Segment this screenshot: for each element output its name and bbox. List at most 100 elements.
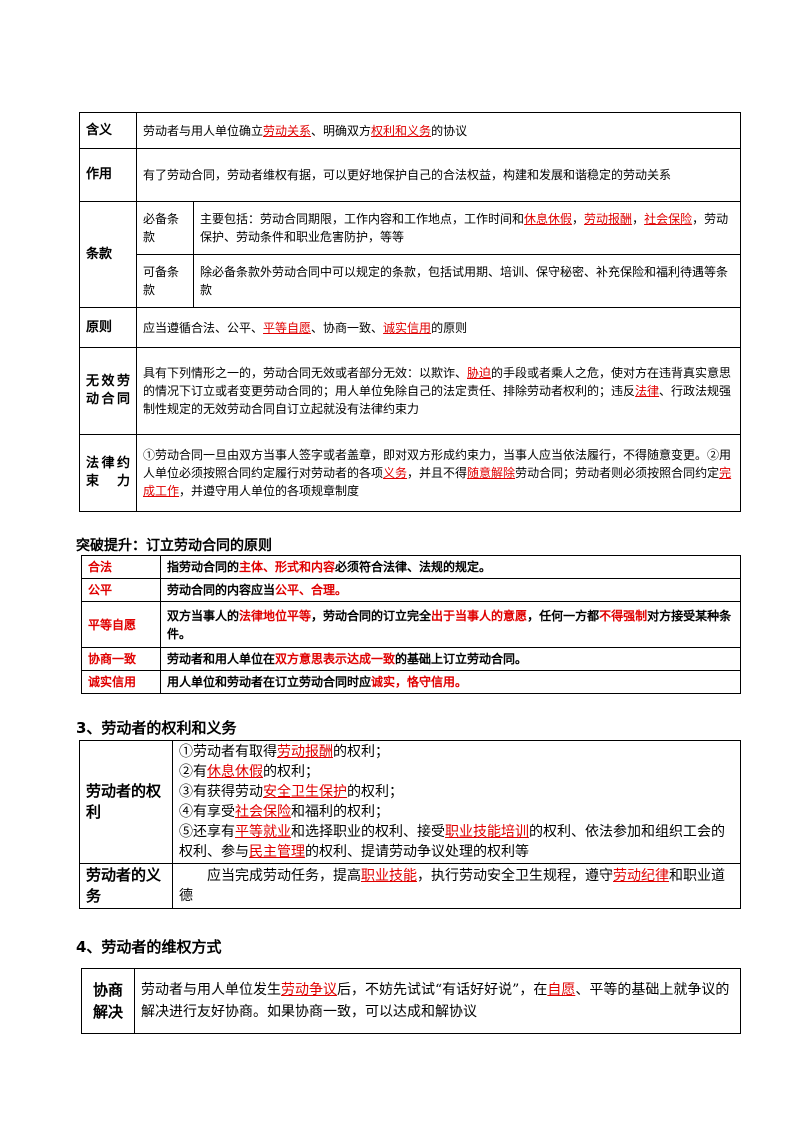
text-seg: ①劳动合同一旦由双方当事人签字或者盖章，即对双方形成约束力，当事人应当依法履行，…	[143, 448, 732, 480]
text-seg: 后，不妨先试试“有话好好说”，在	[337, 982, 548, 998]
principle-row-consensus: 协商一致 劳动者和用人单位在双方意思表示达成一致的基础上订立劳动合同。	[81, 647, 741, 671]
clauses-optional-row: 可备条款 除必备条款外劳动合同中可以规定的条款，包括试用期、培训、保守秘密、补充…	[80, 254, 741, 308]
invalid-row: 无效劳动合同 具有下列情形之一的，劳动合同无效或者部分无效：以欺诈、胁迫的手段或…	[79, 347, 741, 435]
keyword: 社会保险	[235, 804, 291, 820]
text-seg: ，并遵守用人单位的各项规章制度	[179, 484, 360, 498]
keyword: 社会保险	[644, 212, 693, 226]
invalid-label: 无效劳动合同	[79, 347, 137, 435]
text-seg: 的权利；	[347, 784, 403, 800]
text-seg: 应当遵循合法、公平、	[143, 320, 264, 335]
rights-row: 劳动者的权利 ①劳动者有取得劳动报酬的权利； ②有休息休假的权利； ③有获得劳动…	[79, 740, 741, 864]
optional-clauses-label: 可备条款	[136, 254, 194, 308]
negotiation-table: 协商解决 劳动者与用人单位发生劳动争议后，不妨先试试“有话好好说”，在自愿、平等…	[81, 968, 741, 1034]
keyword: 主体、形式和内容	[239, 560, 336, 574]
keyword: 劳动关系	[263, 123, 312, 138]
keyword: 诚实，恪守信用。	[371, 675, 468, 689]
keyword: 法律地位平等	[239, 608, 312, 623]
principle-legal-text: 指劳动合同的主体、形式和内容必须符合法律、法规的规定。	[160, 555, 741, 579]
keyword: 职业技能培训	[445, 824, 529, 840]
principle-honesty-text: 用人单位和劳动者在订立劳动合同时应诚实，恪守信用。	[160, 670, 741, 694]
text-seg: ，并且不得	[407, 466, 468, 480]
principle-row-legal: 合法 指劳动合同的主体、形式和内容必须符合法律、法规的规定。	[81, 555, 741, 579]
keyword: 劳动纪律	[613, 868, 669, 884]
keyword: 胁迫	[467, 366, 492, 380]
principle-row-honesty: 诚实信用 用人单位和劳动者在订立劳动合同时应诚实，恪守信用。	[81, 670, 741, 694]
text-seg: ①劳动者有取得	[179, 744, 277, 760]
principles-table: 合法 指劳动合同的主体、形式和内容必须符合法律、法规的规定。 公平 劳动合同的内…	[81, 555, 741, 694]
breakthrough-title: 突破提升：订立劳动合同的原则	[76, 538, 272, 554]
principle-fair-text: 劳动合同的内容应当公平、合理。	[160, 578, 741, 602]
principle-row-fair: 公平 劳动合同的内容应当公平、合理。	[81, 578, 741, 602]
text-seg: ⑤还享有	[179, 824, 235, 840]
text-seg: 和职业道德	[179, 868, 725, 904]
keyword: 民主管理	[249, 844, 305, 860]
principle-legal-label: 合法	[81, 555, 161, 579]
principle-text: 应当遵循合法、公平、平等自愿、协商一致、诚实信用的原则	[136, 307, 741, 348]
keyword: 双方意思表示达成一致	[275, 652, 396, 666]
function-text: 有了劳动合同，劳动者维权有据，可以更好地保护自己的合法权益，构建和发展和谐稳定的…	[136, 148, 741, 202]
rights-duties-table: 劳动者的权利 ①劳动者有取得劳动报酬的权利； ②有休息休假的权利； ③有获得劳动…	[79, 740, 741, 909]
principle-equal-label: 平等自愿	[81, 601, 161, 648]
text-seg: 主要包括：劳动合同期限，工作内容和工作地点，工作时间和	[200, 212, 525, 226]
binding-text: ①劳动合同一旦由双方当事人签字或者盖章，即对双方形成约束力，当事人应当依法履行，…	[136, 434, 741, 512]
text-seg: 的权利；	[333, 744, 389, 760]
rights-item: ①劳动者有取得劳动报酬的权利；	[179, 742, 734, 762]
principle-equal-text: 双方当事人的法律地位平等，劳动合同的订立完全出于当事人的意愿，任何一方都不得强制…	[160, 601, 741, 648]
text-seg: 的基础上订立劳动合同。	[395, 652, 528, 666]
text-seg: 和福利的权利；	[291, 804, 389, 820]
principle-label: 原则	[79, 307, 137, 348]
principle-row-equal: 平等自愿 双方当事人的法律地位平等，劳动合同的订立完全出于当事人的意愿，任何一方…	[81, 601, 741, 648]
text-seg: 对方接受某种条件。	[167, 608, 732, 641]
keyword: 义务	[383, 466, 408, 480]
function-row: 作用 有了劳动合同，劳动者维权有据，可以更好地保护自己的合法权益，构建和发展和谐…	[79, 148, 741, 202]
function-label: 作用	[79, 148, 137, 202]
text-seg: 用人单位和劳动者在订立劳动合同时应	[167, 675, 372, 689]
keyword: 劳动报酬	[277, 744, 333, 760]
negotiation-label: 协商解决	[81, 968, 135, 1034]
keyword: 劳动争议	[281, 982, 337, 998]
keyword: 平等就业	[235, 824, 291, 840]
text-seg: ，	[572, 212, 585, 226]
clauses-label: 条款	[79, 201, 137, 308]
binding-label: 法律约束力	[79, 434, 137, 512]
text-seg: 劳动合同的内容应当	[167, 583, 276, 597]
required-clauses-label: 必备条款	[136, 201, 194, 255]
text-seg: 劳动者与用人单位确立	[143, 123, 264, 138]
keyword: 出于当事人的意愿	[431, 608, 528, 623]
text-seg: ④有享受	[179, 804, 235, 820]
keyword: 权利和义务	[371, 123, 432, 138]
text-seg: 、行政法规强制性规定的无效劳动合同自订立起就没有法律约束力	[143, 384, 732, 416]
duties-row: 劳动者的义务 应当完成劳动任务，提高职业技能，执行劳动安全卫生规程，遵守劳动纪律…	[79, 863, 741, 909]
keyword: 劳动报酬	[584, 212, 633, 226]
negotiation-row: 协商解决 劳动者与用人单位发生劳动争议后，不妨先试试“有话好好说”，在自愿、平等…	[81, 968, 741, 1034]
text-seg: 应当完成劳动任务，提高	[207, 868, 361, 884]
rights-item: ③有获得劳动安全卫生保护的权利；	[179, 782, 734, 802]
text-seg: ③有获得劳动	[179, 784, 263, 800]
meaning-label: 含义	[79, 112, 137, 149]
contract-table: 含义 劳动者与用人单位确立劳动关系、明确双方权利和义务的协议 作用 有了劳动合同…	[79, 112, 741, 512]
binding-row: 法律约束力 ①劳动合同一旦由双方当事人签字或者盖章，即对双方形成约束力，当事人应…	[79, 434, 741, 512]
keyword: 不得强制	[599, 608, 648, 623]
text-seg: 指劳动合同的	[167, 560, 240, 574]
text-seg: 劳动者和用人单位在	[167, 652, 276, 666]
text-seg: 的原则	[431, 320, 468, 335]
principle-fair-label: 公平	[81, 578, 161, 602]
text-seg: 、协商一致、	[311, 320, 384, 335]
keyword: 平等自愿	[263, 320, 312, 335]
clauses-required-row: 条款 必备条款 主要包括：劳动合同期限，工作内容和工作地点，工作时间和休息休假，…	[79, 201, 741, 308]
principle-row: 原则 应当遵循合法、公平、平等自愿、协商一致、诚实信用的原则	[79, 307, 741, 348]
section3-title: 3、劳动者的权利和义务	[76, 719, 237, 737]
meaning-row: 含义 劳动者与用人单位确立劳动关系、明确双方权利和义务的协议	[79, 112, 741, 149]
keyword: 诚实信用	[383, 320, 432, 335]
duties-label: 劳动者的义务	[79, 863, 173, 909]
keyword: 自愿	[547, 982, 576, 998]
required-clauses-text: 主要包括：劳动合同期限，工作内容和工作地点，工作时间和休息休假，劳动报酬，社会保…	[193, 201, 741, 255]
invalid-text: 具有下列情形之一的，劳动合同无效或者部分无效：以欺诈、胁迫的手段或者乘人之危，使…	[136, 347, 741, 435]
rights-text: ①劳动者有取得劳动报酬的权利； ②有休息休假的权利； ③有获得劳动安全卫生保护的…	[172, 740, 741, 864]
text-seg: 的手段或者乘人之危，使对方在违背真实意思的情况下订立或者变更劳动合同的；用人单位…	[143, 366, 732, 398]
principle-consensus-text: 劳动者和用人单位在双方意思表示达成一致的基础上订立劳动合同。	[160, 647, 741, 671]
text-seg: 的权利、提请劳动争议处理的权利等	[305, 844, 529, 860]
text-seg: ，	[632, 212, 645, 226]
text-seg: 具有下列情形之一的，劳动合同无效或者部分无效：以欺诈、	[143, 366, 468, 380]
keyword: 完成工作	[143, 466, 732, 498]
